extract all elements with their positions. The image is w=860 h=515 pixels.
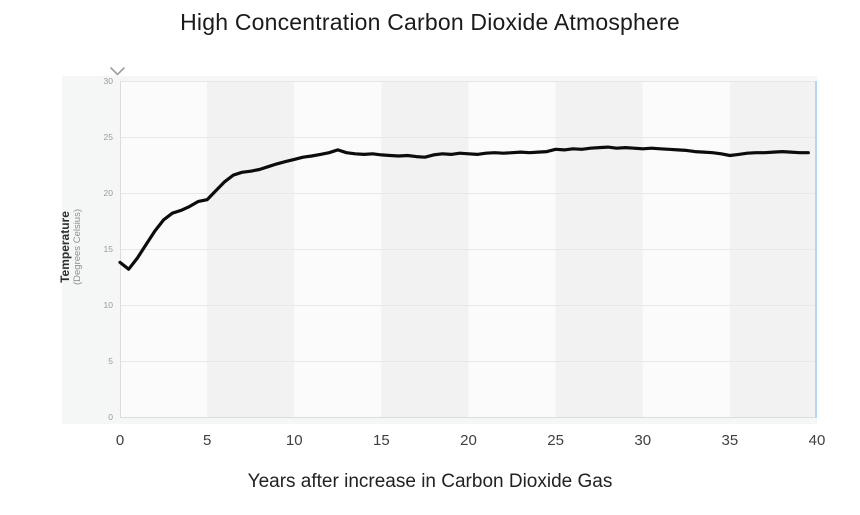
y-axis-title[interactable]: Temperature (Degrees Celsius)	[58, 184, 95, 310]
y-axis-title-text: Temperature	[58, 211, 72, 283]
gridlines	[120, 81, 817, 362]
y-axis-title-units: (Degrees Celsius)	[71, 208, 83, 286]
temperature-line[interactable]	[118, 145, 810, 271]
chart-title: High Concentration Carbon Dioxide Atmosp…	[180, 9, 680, 35]
chevron-down-icon[interactable]	[110, 67, 125, 76]
x-axis-title[interactable]: Years after increase in Carbon Dioxide G…	[247, 471, 613, 492]
